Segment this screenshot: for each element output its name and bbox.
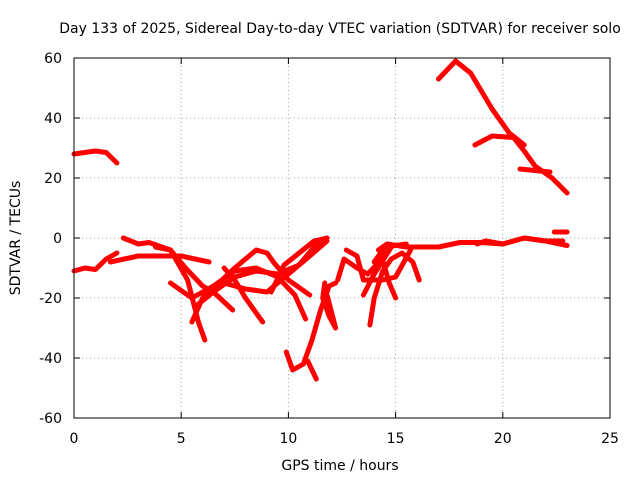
y-tick-label: -40 bbox=[39, 351, 62, 367]
series-line-sat-u bbox=[474, 235, 570, 248]
series-line-sat-c bbox=[107, 253, 212, 265]
y-tick-label: 0 bbox=[53, 231, 62, 247]
series-line-sat-f bbox=[168, 265, 309, 322]
series-line-sat-a bbox=[71, 148, 120, 166]
series-line-sat-n bbox=[320, 280, 339, 331]
series-line-sat-h bbox=[195, 238, 326, 307]
y-tick-label: -60 bbox=[39, 411, 62, 427]
series-line-sat-b bbox=[71, 250, 120, 274]
chart-title: Day 133 of 2025, Sidereal Day-to-day VTE… bbox=[59, 21, 621, 37]
series-line-sat-p bbox=[343, 247, 414, 283]
x-tick-label: 25 bbox=[601, 431, 619, 447]
x-tick-label: 0 bbox=[70, 431, 79, 447]
series-line-sat-y bbox=[517, 166, 553, 175]
series-line-sat-q bbox=[360, 244, 394, 298]
plot-frame bbox=[73, 57, 611, 419]
series-line-sat-k bbox=[268, 235, 330, 295]
x-tick-label: 20 bbox=[494, 431, 512, 447]
grid bbox=[74, 58, 610, 418]
series-line-sat-x bbox=[472, 133, 570, 196]
x-axis-title: GPS time / hours bbox=[281, 458, 398, 474]
series-line-sat-s bbox=[367, 250, 422, 328]
series-line-sat-l bbox=[283, 280, 339, 373]
y-axis-title: SDTVAR / TECUs bbox=[8, 181, 24, 296]
x-tick-label: 15 bbox=[387, 431, 405, 447]
x-tick-label: 10 bbox=[279, 431, 297, 447]
series-line-sat-m bbox=[305, 358, 319, 382]
y-tick-label: 20 bbox=[44, 171, 62, 187]
axis-ticks bbox=[73, 57, 611, 419]
series-group bbox=[71, 58, 570, 382]
series-line-sat-i bbox=[221, 265, 266, 325]
y-tick-label: 60 bbox=[44, 51, 62, 67]
x-tick-label: 5 bbox=[177, 431, 186, 447]
tick-labels: 0 5 10 15 20 25 -60 -40 -20 0 20 40 60 bbox=[39, 51, 619, 447]
series-line-sat-e bbox=[153, 244, 236, 313]
y-tick-label: -20 bbox=[39, 291, 62, 307]
y-tick-label: 40 bbox=[44, 111, 62, 127]
